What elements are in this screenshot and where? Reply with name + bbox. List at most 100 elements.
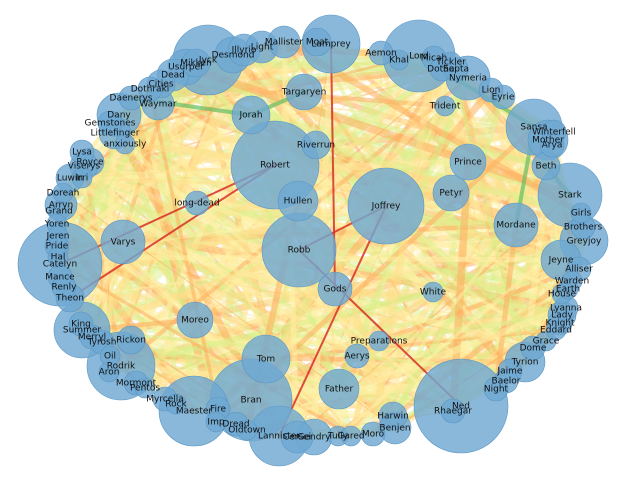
node-label-lyanna: Lyanna [550, 304, 582, 314]
node-label-stark: Stark [558, 191, 582, 201]
node-label-rickon: Rickon [116, 336, 146, 346]
node-label-luwin: Luwin [57, 174, 83, 184]
node-label-lamprey: Lamprey [311, 40, 351, 50]
node-gared [340, 425, 362, 447]
node-prince [449, 143, 487, 181]
node-label-long-dead: long-dead [174, 199, 219, 209]
node-white [422, 281, 444, 303]
node-label-irri: Irri [76, 174, 88, 184]
node-label-targaryen: Targaryen [281, 88, 327, 98]
node-label-summer: Summer [63, 326, 101, 336]
node-label-gared: Gared [337, 432, 364, 442]
node-label-grand: Grand [45, 207, 73, 217]
node-label-greyjoy: Greyjoy [567, 237, 602, 247]
node-label-night: Night [484, 385, 509, 395]
node-jeren [47, 225, 69, 247]
node-label-anxiously: anxiously [104, 140, 147, 150]
node-hullen [277, 180, 319, 222]
node-label-mother: Mother [532, 136, 564, 146]
node-aerys [344, 343, 370, 369]
node-layer: Robert Joffrey Robb Hullen Riverrun Jorah Targ… [17, 14, 609, 467]
node-label-merryl: Merryl [78, 333, 106, 343]
node-label-yoren: Yoren [44, 220, 70, 230]
node-lion [478, 77, 504, 103]
node-label-alliser: Alliser [565, 265, 593, 275]
node-label-trident: Trident [429, 102, 461, 112]
node-rock [165, 393, 187, 415]
node-label-moro: Moro [362, 430, 385, 440]
node-oldtown [236, 419, 258, 441]
node-label-hal: Hal [51, 253, 66, 263]
node-label-dome: Dome [520, 344, 547, 354]
node-mallister [267, 25, 301, 59]
edge [170, 72, 549, 169]
node-tickler [440, 51, 462, 73]
edge [369, 54, 438, 438]
node-mordane [493, 202, 539, 248]
node-label-winterfell: Winterfell [532, 128, 575, 138]
node-hal [47, 246, 69, 268]
node-label-aron: Aron [99, 368, 120, 378]
node-label-joffrey: Joffrey [371, 202, 401, 212]
node-label-imp: Imp [207, 418, 224, 428]
node-label-jyck: Jyck [198, 56, 218, 66]
edge [78, 247, 302, 327]
node-label-illyrio: Illyrio [232, 46, 257, 56]
node-label-warden: Warden [555, 277, 589, 287]
node-label-tyrosh: Tyrosh [87, 338, 117, 348]
node-mikken [181, 48, 211, 78]
node-label-tyrion: Tyrion [511, 358, 539, 368]
node-label-robert: Robert [260, 161, 290, 171]
node-label-rock: Rock [165, 400, 187, 410]
node-label-eddard: Eddard [540, 326, 572, 336]
node-label-riverrun: Riverrun [297, 141, 335, 151]
node-label-prince: Prince [454, 158, 482, 168]
node-label-benjen: Benjen [379, 424, 410, 434]
node-label-tully: Tully [327, 432, 349, 442]
node-label-dread: Dread [222, 420, 249, 430]
node-label-moat: Moat [306, 38, 329, 48]
node-pentos [134, 377, 156, 399]
node-rhaegar [440, 398, 466, 424]
node-label-oil: Oil [104, 352, 116, 362]
node-label-nymeria: Nymeria [449, 74, 487, 84]
node-lysa [69, 139, 95, 165]
node-label-tickler: Tickler [435, 58, 466, 68]
node-label-preparations: Preparations [351, 337, 408, 347]
node-label-aerys: Aerys [344, 352, 370, 362]
node-label-usurper: Usurper [168, 63, 204, 73]
node-label-house: House [548, 290, 577, 300]
edge [182, 63, 574, 199]
node-cersei [280, 420, 314, 454]
node-label-arya: Arya [542, 141, 563, 151]
edge [66, 174, 361, 360]
node-label-dany: Dany [107, 111, 131, 121]
edge [56, 61, 198, 259]
node-khal [388, 49, 410, 71]
node-petyr [432, 174, 470, 212]
node-label-sansa: Sansa [520, 123, 547, 133]
node-label-doreah: Doreah [47, 189, 80, 199]
node-label-septa: Septa [443, 65, 469, 75]
edge [82, 164, 268, 361]
node-label-mikken: Mikken [180, 59, 212, 69]
node-label-cersei: Cersei [283, 433, 311, 443]
node-label-ned: Ned [452, 402, 470, 412]
node-label-desmond: Desmond [212, 51, 255, 61]
node-night [483, 376, 509, 402]
node-label-hullen: Hullen [284, 197, 313, 207]
node-gemstones [97, 110, 123, 136]
node-label-myrcella: Myrcella [146, 395, 184, 405]
node-label-lysa: Lysa [72, 148, 92, 158]
node-label-harwin: Harwin [377, 412, 409, 422]
node-moat [302, 27, 332, 57]
node-label-rhaegar: Rhaegar [434, 407, 472, 417]
node-label-viserys: Viserys [68, 162, 101, 172]
node-winterfell [541, 119, 567, 145]
node-varys [100, 219, 146, 265]
node-label-girls: Girls [571, 209, 592, 219]
node-label-moreo: Moreo [181, 316, 209, 326]
node-label-lord: Lord [409, 52, 429, 62]
node-label-lannister: Lannister [258, 432, 300, 442]
node-harwin [378, 401, 408, 431]
